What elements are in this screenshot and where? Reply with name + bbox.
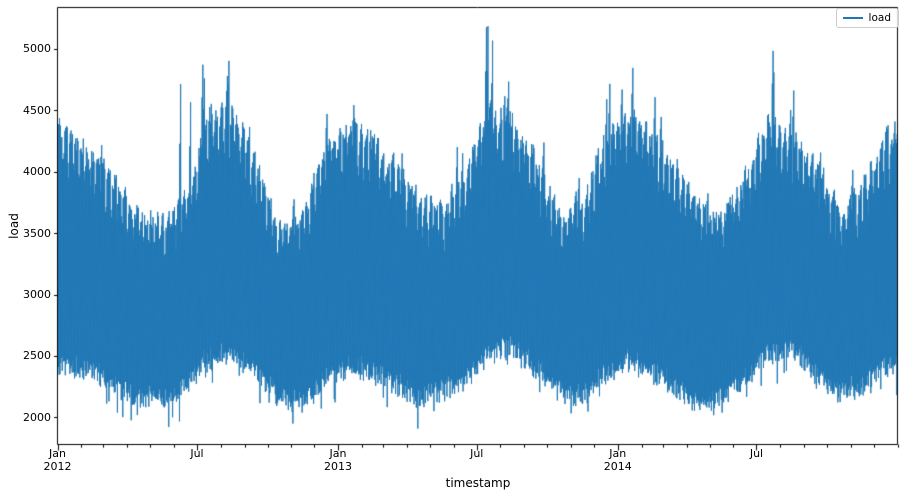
x-tick-year-label: 2012 — [43, 460, 72, 473]
legend-label: load — [868, 12, 891, 24]
legend-line-sample — [842, 17, 863, 19]
x-tick-label: Jul — [190, 447, 204, 460]
y-tick-label: 4500 — [23, 103, 51, 117]
y-tick-label: 3000 — [23, 288, 51, 302]
x-tick-label: Jul — [470, 447, 484, 460]
y-tick-label: 2000 — [23, 410, 51, 424]
y-tick-label: 3500 — [23, 226, 51, 240]
y-tick-label: 2500 — [23, 349, 51, 363]
legend: load — [835, 8, 899, 28]
y-tick-label: 4000 — [23, 165, 51, 179]
x-tick-label: Jan — [609, 447, 627, 460]
x-tick-year-label: 2014 — [603, 460, 632, 473]
x-tick-label: Jul — [749, 447, 764, 460]
x-axis-label: timestamp — [445, 476, 511, 490]
x-tick-label: Jan — [49, 447, 66, 460]
y-tick-label: 5000 — [23, 42, 51, 56]
x-tick-year-label: 2013 — [324, 460, 352, 473]
x-tick-label: Jan — [329, 447, 347, 460]
